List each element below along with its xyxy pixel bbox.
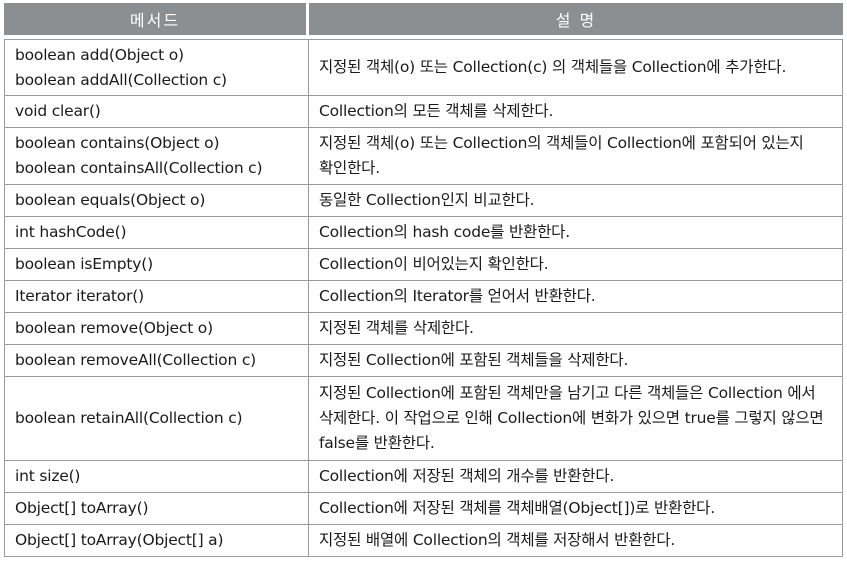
method-column-header: 메서드 [4, 3, 309, 35]
description-text: Collection에 저장된 객체를 객체배열(Object[])로 반환한다… [319, 499, 715, 517]
method-signature: boolean containsAll(Collection c) [15, 159, 263, 177]
method-signature: boolean addAll(Collection c) [15, 70, 227, 89]
method-signature: int size() [15, 467, 81, 485]
description-text: 지정된 객체를 삭제한다. [319, 319, 474, 337]
description-cell: Collection의 모든 객체를 삭제한다. [309, 96, 843, 128]
table-body: boolean add(Object o) boolean addAll(Col… [4, 39, 843, 557]
description-cell: 지정된 Collection에 포함된 객체만을 남기고 다른 객체들은 Col… [309, 377, 843, 461]
description-text: Collection에 저장된 객체의 개수를 반환한다. [319, 467, 615, 485]
table-row: Object[] toArray() Collection에 저장된 객체를 객… [4, 493, 843, 525]
description-text: 지정된 Collection에 포함된 객체들을 삭제한다. [319, 351, 629, 369]
table-row: void clear() Collection의 모든 객체를 삭제한다. [4, 96, 843, 128]
method-cell: int hashCode() [4, 217, 309, 249]
method-cell: int size() [4, 461, 309, 493]
method-signature: Object[] toArray(Object[] a) [15, 531, 224, 549]
description-text: Collection이 비어있는지 확인한다. [319, 255, 549, 273]
method-signature: boolean remove(Object o) [15, 319, 213, 337]
method-cell: boolean contains(Object o) boolean conta… [4, 128, 309, 185]
method-signature: void clear() [15, 102, 101, 120]
method-cell: boolean retainAll(Collection c) [4, 377, 309, 461]
description-text: 지정된 객체(o) 또는 Collection의 객체들이 Collection… [319, 134, 804, 177]
description-text: 동일한 Collection인지 비교한다. [319, 191, 535, 209]
method-cell: boolean isEmpty() [4, 249, 309, 281]
method-cell: boolean equals(Object o) [4, 185, 309, 217]
collection-methods-page: 메서드 설 명 boolean add(Object o) boolean ad… [4, 3, 843, 557]
method-signature: boolean removeAll(Collection c) [15, 351, 256, 369]
table-row: Iterator iterator() Collection의 Iterator… [4, 281, 843, 313]
description-cell: Collection의 hash code를 반환한다. [309, 217, 843, 249]
description-text: 지정된 Collection에 포함된 객체만을 남기고 다른 객체들은 Col… [319, 384, 824, 452]
table-row: boolean remove(Object o) 지정된 객체를 삭제한다. [4, 313, 843, 345]
description-cell: Collection에 저장된 객체를 객체배열(Object[])로 반환한다… [309, 493, 843, 525]
method-cell: void clear() [4, 96, 309, 128]
method-signature: int hashCode() [15, 223, 127, 241]
table-row: boolean retainAll(Collection c) 지정된 Coll… [4, 377, 843, 461]
description-cell: Collection의 Iterator를 얻어서 반환한다. [309, 281, 843, 313]
method-signature: boolean add(Object o) [15, 45, 184, 64]
description-text: Collection의 Iterator를 얻어서 반환한다. [319, 287, 596, 305]
table-row: int size() Collection에 저장된 객체의 개수를 반환한다. [4, 461, 843, 493]
table-row: Object[] toArray(Object[] a) 지정된 배열에 Col… [4, 525, 843, 557]
description-cell: 동일한 Collection인지 비교한다. [309, 185, 843, 217]
table-row: boolean removeAll(Collection c) 지정된 Coll… [4, 345, 843, 377]
method-cell: Object[] toArray(Object[] a) [4, 525, 309, 557]
method-signature: Iterator iterator() [15, 287, 144, 305]
description-text: Collection의 hash code를 반환한다. [319, 223, 570, 241]
description-cell: 지정된 객체를 삭제한다. [309, 313, 843, 345]
description-text: 지정된 객체(o) 또는 Collection(c) 의 객체들을 Collec… [319, 58, 787, 76]
method-cell: Iterator iterator() [4, 281, 309, 313]
description-cell: 지정된 객체(o) 또는 Collection(c) 의 객체들을 Collec… [309, 39, 843, 96]
method-signature: boolean retainAll(Collection c) [15, 409, 243, 427]
method-signature: Object[] toArray() [15, 499, 149, 517]
method-signature: boolean isEmpty() [15, 255, 153, 273]
description-text: Collection의 모든 객체를 삭제한다. [319, 102, 554, 120]
table-row: boolean add(Object o) boolean addAll(Col… [4, 39, 843, 96]
table-header: 메서드 설 명 [4, 3, 843, 39]
description-cell: Collection에 저장된 객체의 개수를 반환한다. [309, 461, 843, 493]
method-cell: boolean remove(Object o) [4, 313, 309, 345]
description-cell: 지정된 객체(o) 또는 Collection의 객체들이 Collection… [309, 128, 843, 185]
table-row: boolean equals(Object o) 동일한 Collection인… [4, 185, 843, 217]
collection-methods-table: 메서드 설 명 boolean add(Object o) boolean ad… [4, 3, 843, 557]
description-cell: 지정된 배열에 Collection의 객체를 저장해서 반환한다. [309, 525, 843, 557]
table-row: boolean isEmpty() Collection이 비어있는지 확인한다… [4, 249, 843, 281]
table-row: int hashCode() Collection의 hash code를 반환… [4, 217, 843, 249]
description-cell: 지정된 Collection에 포함된 객체들을 삭제한다. [309, 345, 843, 377]
description-text: 지정된 배열에 Collection의 객체를 저장해서 반환한다. [319, 531, 676, 549]
method-cell: boolean add(Object o) boolean addAll(Col… [4, 39, 309, 96]
method-cell: Object[] toArray() [4, 493, 309, 525]
table-row: boolean contains(Object o) boolean conta… [4, 128, 843, 185]
description-column-header: 설 명 [309, 3, 843, 35]
description-cell: Collection이 비어있는지 확인한다. [309, 249, 843, 281]
method-signature: boolean contains(Object o) [15, 134, 220, 152]
method-cell: boolean removeAll(Collection c) [4, 345, 309, 377]
method-signature: boolean equals(Object o) [15, 191, 206, 209]
